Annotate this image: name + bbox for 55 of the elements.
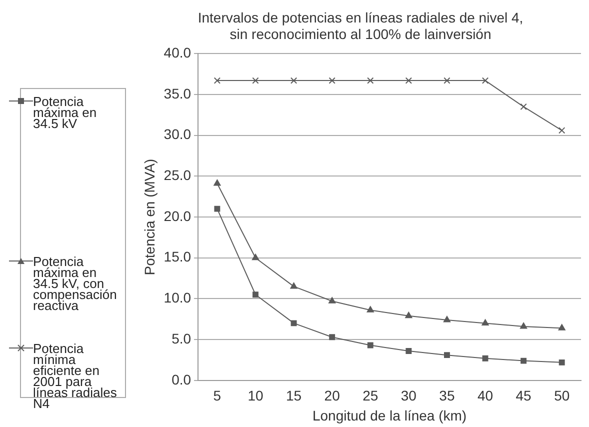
point (367, 77, 374, 84)
y-tick-label: 25.0 (164, 167, 192, 184)
point (405, 77, 412, 84)
x-tick-label: 50 (554, 388, 570, 404)
point (558, 324, 566, 330)
y-tick-label: 30.0 (164, 126, 192, 142)
point (252, 77, 259, 84)
point (482, 355, 488, 362)
x-tick-label: 30 (400, 388, 417, 404)
point (252, 254, 260, 260)
point (290, 77, 298, 84)
legend-label: Potencia mínima eficiente en 2001 para líneas radiales N4 (33, 341, 117, 411)
x-tick-label: 35 (439, 388, 455, 404)
y-tick-label: 20.0 (164, 208, 192, 224)
point (214, 206, 220, 212)
point (520, 358, 527, 364)
point (329, 334, 336, 340)
point (290, 320, 297, 326)
y-tick-label: 10.0 (164, 290, 192, 306)
point (328, 77, 336, 84)
point (558, 127, 566, 134)
legend-label: Potencia máxima en 34.5 kV (33, 94, 97, 131)
x-tick-label: 15 (286, 388, 302, 404)
point (443, 316, 450, 322)
x-tick-label: 40 (477, 388, 494, 404)
point (252, 292, 258, 298)
point (520, 322, 528, 329)
point (558, 359, 565, 366)
y-tick-label: 40.0 (164, 44, 192, 60)
x-tick-label: 25 (362, 388, 378, 404)
point (444, 352, 450, 358)
x-axis-title: Longitud de la línea (km) (312, 407, 467, 424)
point (290, 282, 298, 289)
x-tick-label: 5 (213, 388, 222, 404)
point (482, 319, 489, 326)
point (405, 312, 412, 318)
x-tick-label: 20 (324, 388, 340, 404)
x-tick-label: 45 (516, 388, 532, 404)
point (520, 103, 527, 110)
point (328, 297, 336, 304)
point (214, 180, 221, 186)
legend-label: Potencia máxima en 34.5 kV, con compensación reactiva (33, 254, 117, 313)
point (406, 348, 412, 354)
x-tick-label: 10 (248, 388, 264, 404)
point (214, 77, 221, 84)
y-tick-label: 5.0 (172, 330, 192, 346)
y-tick-label: 0.0 (172, 371, 192, 388)
y-tick-label: 15.0 (164, 248, 192, 265)
chart-title: Intervalos de potencias en líneas radiales de nivel 4, sin reconocimiento al 100% de lainversión (198, 9, 524, 42)
y-tick-label: 35.0 (164, 85, 192, 102)
point (367, 342, 374, 348)
y-axis-title: Potencia en (MVA) (141, 158, 158, 276)
point (482, 77, 489, 84)
point (366, 306, 374, 312)
point (444, 77, 450, 84)
